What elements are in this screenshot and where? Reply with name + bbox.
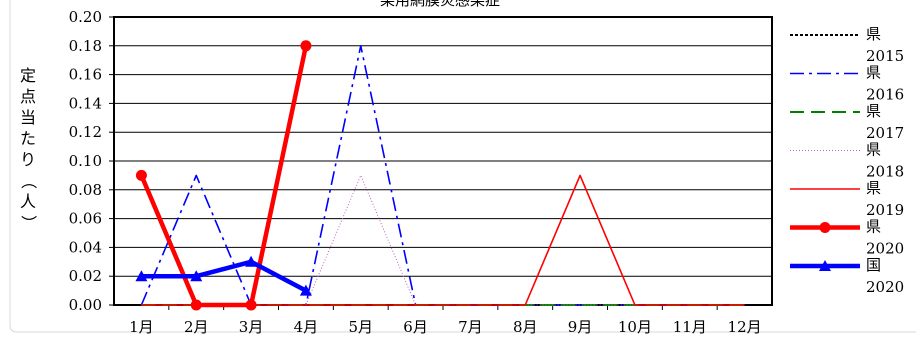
legend-marker [819, 260, 831, 271]
y-tick-label: 0.14 [69, 94, 102, 112]
x-axis-ticks: 1月 2月 3月 4月 5月 6月 7月 8月 9月 10月 11月 12月 [129, 305, 762, 336]
legend-label: 県 2017 [866, 102, 904, 142]
data-point [135, 270, 148, 282]
x-tick-label: 1月 [129, 318, 154, 336]
x-tick-label: 3月 [239, 318, 264, 336]
y-axis-ticks: 0.00 0.02 0.04 0.06 0.08 0.10 0.12 0.14 0.16 0.18… [69, 8, 114, 314]
data-point [135, 169, 147, 181]
legend-label: 国 2020 [866, 256, 904, 296]
series-group [135, 40, 745, 311]
x-tick-label: 4月 [294, 318, 319, 336]
legend-label: 県 2020 [866, 218, 904, 258]
x-tick-label: 10月 [618, 318, 652, 336]
y-tick-label: 0.16 [69, 66, 102, 84]
y-tick-label: 0.18 [69, 37, 102, 55]
legend-label: 県 2015 [866, 25, 904, 65]
legend-marker [819, 222, 831, 233]
y-tick-label: 0.12 [69, 123, 102, 141]
y-axis-label-char: た [20, 129, 36, 148]
legend-label: 県 2018 [866, 141, 904, 181]
x-tick-label: 9月 [568, 318, 593, 336]
y-tick-label: 0.10 [69, 152, 102, 170]
data-point [190, 299, 202, 311]
y-tick-label: 0.06 [69, 210, 102, 228]
y-tick-label: 0.20 [69, 8, 102, 26]
y-axis-label-char: 当 [20, 108, 36, 127]
y-axis-label-char: 定 [20, 66, 36, 85]
y-axis-label-char: （ [19, 173, 38, 189]
x-tick-label: 8月 [513, 318, 538, 336]
y-tick-label: 0.08 [69, 181, 102, 199]
x-tick-label: 2月 [184, 318, 209, 336]
x-tick-label: 7月 [458, 318, 483, 336]
x-tick-label: 6月 [403, 318, 428, 336]
y-axis-label-char: 点 [20, 87, 36, 106]
y-axis-label-char: ） [19, 215, 38, 231]
y-axis-label-char: 人 [20, 192, 36, 211]
data-point [299, 284, 312, 296]
y-tick-label: 0.02 [69, 267, 102, 285]
legend-label: 県 2019 [866, 179, 904, 219]
x-tick-label: 12月 [728, 318, 762, 336]
data-point [245, 255, 258, 267]
y-axis-label-char: り [20, 150, 36, 169]
x-tick-label: 5月 [348, 318, 373, 336]
data-point [300, 40, 312, 52]
legend-label: 県 2016 [866, 64, 904, 104]
series-line [141, 259, 307, 293]
y-tick-label: 0.04 [69, 238, 102, 256]
chart-title: 某用網膜炎感染症 [380, 0, 500, 9]
data-point [245, 299, 257, 311]
x-tick-label: 11月 [673, 318, 707, 336]
y-tick-label: 0.00 [69, 296, 102, 314]
data-point [190, 270, 203, 282]
series-line [139, 45, 309, 308]
